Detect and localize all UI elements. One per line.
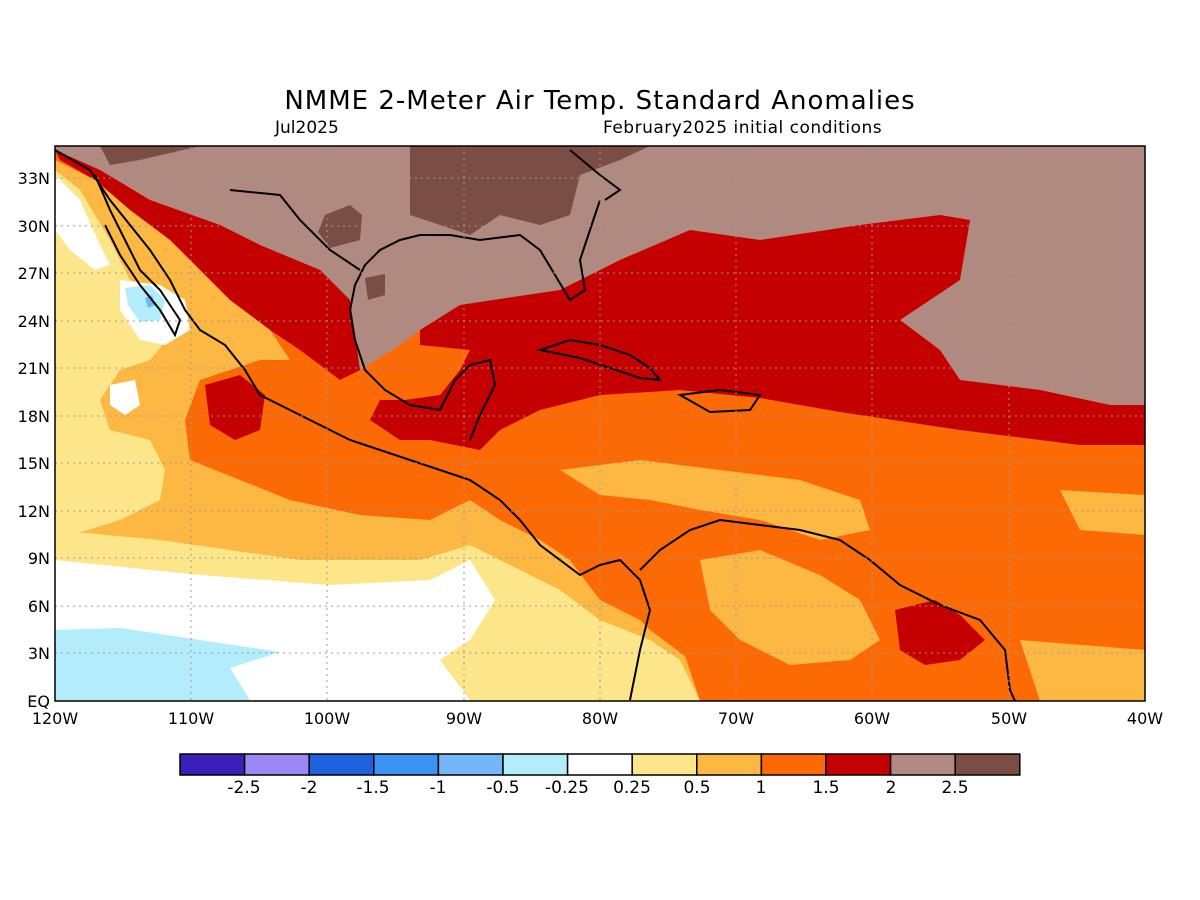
lon-label: 120W [32, 709, 79, 728]
lat-axis: 33N 30N 27N 24N 21N 18N 15N 12N 9N 6N 3N… [18, 169, 50, 711]
lat-label: 30N [18, 217, 50, 236]
colorbar-label: -1 [430, 778, 447, 798]
field-cool-baja [125, 285, 165, 322]
lat-label: 6N [28, 597, 50, 616]
lon-label: 60W [854, 709, 890, 728]
field-near-zero-small [110, 380, 140, 415]
colorbar-swatch [373, 753, 440, 776]
lon-label: 40W [1127, 709, 1163, 728]
colorbar-label: 0.25 [613, 778, 651, 798]
colorbar-label: 0.5 [683, 778, 710, 798]
lat-label: 9N [28, 549, 50, 568]
valid-month: Jul2025 [275, 118, 339, 138]
field-warm-atlantic [1060, 490, 1145, 535]
lat-label: 3N [28, 644, 50, 663]
lat-label: 12N [18, 502, 50, 521]
field-hot-mexico [55, 150, 360, 380]
coast-mexico-pacific [55, 149, 652, 701]
colorbar [179, 753, 1021, 776]
map-frame [54, 145, 1146, 702]
coast-gulf [348, 199, 601, 441]
field-warm-caribbean [560, 460, 870, 540]
field-extreme-north [100, 146, 200, 165]
grid [55, 146, 1145, 701]
field-cooler-baja [145, 295, 155, 308]
colorbar-swatch [631, 753, 698, 776]
colorbar-labels: -2.5 -2 -1.5 -1 -0.5 -0.25 0.25 0.5 1 1.… [227, 778, 968, 798]
colorbar-swatch [825, 753, 892, 776]
colorbar-label: -1.5 [356, 778, 389, 798]
map-title: NMME 2-Meter Air Temp. Standard Anomalie… [284, 86, 916, 116]
lon-label: 70W [718, 709, 754, 728]
colorbar-swatch [437, 753, 504, 776]
colorbar-swatch [760, 753, 827, 776]
field-hot-band [370, 215, 1145, 450]
colorbar-label: 1 [756, 778, 767, 798]
coast-hispaniola [676, 388, 762, 414]
coastlines [55, 149, 1016, 701]
field-extreme-gulf [365, 274, 385, 300]
coast-cuba [536, 338, 663, 382]
lon-axis: 120W 110W 100W 90W 80W 70W 60W 50W 40W [32, 709, 1163, 728]
anomaly-field [55, 146, 1145, 701]
lat-label: 15N [18, 454, 50, 473]
lat-label: 27N [18, 264, 50, 283]
colorbar-swatch [179, 753, 246, 776]
field-warm-sa-interior [700, 550, 880, 665]
colorbar-swatch [889, 753, 956, 776]
field-weak-warm-west [55, 170, 175, 540]
lat-label: 33N [18, 169, 50, 188]
field-hot-mexico-interior [205, 375, 265, 440]
initial-conditions: February2025 initial conditions [603, 118, 883, 138]
colorbar-label: 1.5 [812, 778, 839, 798]
colorbar-label: 2 [886, 778, 897, 798]
colorbar-swatch [696, 753, 763, 776]
colorbar-swatch [502, 753, 569, 776]
field-near-zero-baja [55, 175, 110, 270]
lat-label: 21N [18, 359, 50, 378]
field-extreme-texas [318, 205, 362, 248]
lat-label: EQ [27, 692, 50, 711]
lon-label: 80W [582, 709, 618, 728]
lon-label: 90W [446, 709, 482, 728]
colorbar-label: -0.5 [486, 778, 519, 798]
lat-label: 24N [18, 312, 50, 331]
field-hot-guiana [895, 600, 985, 665]
colorbar-swatch [954, 753, 1021, 776]
lon-label: 100W [304, 709, 351, 728]
field-very-hot-north [55, 146, 1145, 405]
colorbar-label: -2 [301, 778, 318, 798]
colorbar-swatch [308, 753, 375, 776]
coast-sa-north [639, 518, 1016, 701]
colorbar-label: 2.5 [941, 778, 968, 798]
field-extreme-us [410, 146, 650, 235]
coast-us-southeast [569, 149, 622, 201]
field-warm-atl-south [1020, 640, 1145, 701]
colorbar-swatch [243, 753, 310, 776]
colorbar-swatch [566, 753, 633, 776]
colorbar-label: -2.5 [227, 778, 260, 798]
coast-baja [94, 174, 182, 338]
lon-label: 50W [991, 709, 1027, 728]
border-us-mexico [229, 189, 361, 271]
lon-label: 110W [168, 709, 215, 728]
colorbar-label: -0.25 [545, 778, 589, 798]
lat-label: 18N [18, 407, 50, 426]
field-cool-south [55, 628, 280, 700]
